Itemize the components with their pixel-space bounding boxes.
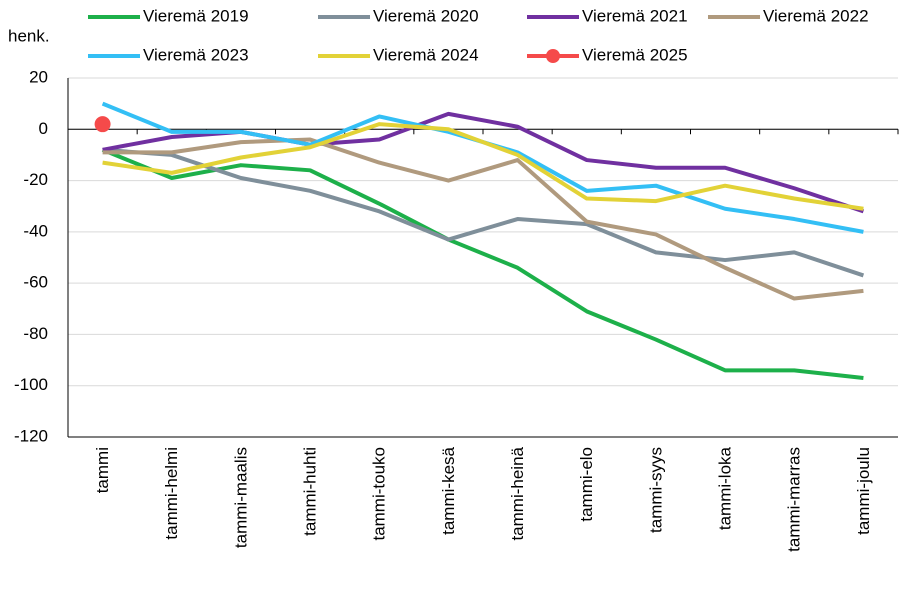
x-tick-label: tammi-loka [716, 446, 735, 530]
y-tick-label: -40 [23, 221, 48, 240]
y-tick-label: 20 [29, 67, 48, 86]
legend-label: Vieremä 2021 [582, 6, 688, 25]
x-tick-label: tammi-heinä [508, 446, 527, 540]
legend-label: Vieremä 2024 [373, 45, 479, 64]
legend-label: Vieremä 2022 [763, 6, 869, 25]
y-tick-label: -100 [14, 375, 48, 394]
x-tick-label: tammi-huhti [301, 447, 320, 536]
legend-label: Vieremä 2020 [373, 6, 479, 25]
y-tick-label: -120 [14, 426, 48, 445]
series-line [102, 122, 864, 211]
legend-label: Vieremä 2023 [143, 45, 249, 64]
x-tick-label: tammi [93, 447, 112, 493]
x-tick-label: tammi-syys [646, 447, 665, 533]
x-tick-label: tammi-touko [370, 447, 389, 541]
x-tick-label: tammi-elo [577, 447, 596, 522]
series-marker [94, 116, 111, 133]
legend-label: Vieremä 2019 [143, 6, 249, 25]
y-tick-label: -60 [23, 273, 48, 292]
series-line [102, 147, 865, 278]
y-tick-label: -80 [23, 324, 48, 343]
legend-label: Vieremä 2025 [582, 45, 688, 64]
y-tick-label: 0 [39, 119, 48, 138]
x-tick-label: tammi-marras [785, 447, 804, 552]
series-line [102, 137, 864, 301]
x-tick-label: tammi-helmi [162, 447, 181, 540]
series-line [101, 147, 864, 381]
legend-marker [546, 49, 560, 63]
x-tick-label: tammi-maalis [231, 447, 250, 548]
x-tick-label: tammi-kesä [439, 446, 458, 534]
y-axis-label: henk. [8, 26, 50, 45]
y-tick-label: -20 [23, 170, 48, 189]
x-tick-label: tammi-joulu [854, 447, 873, 535]
